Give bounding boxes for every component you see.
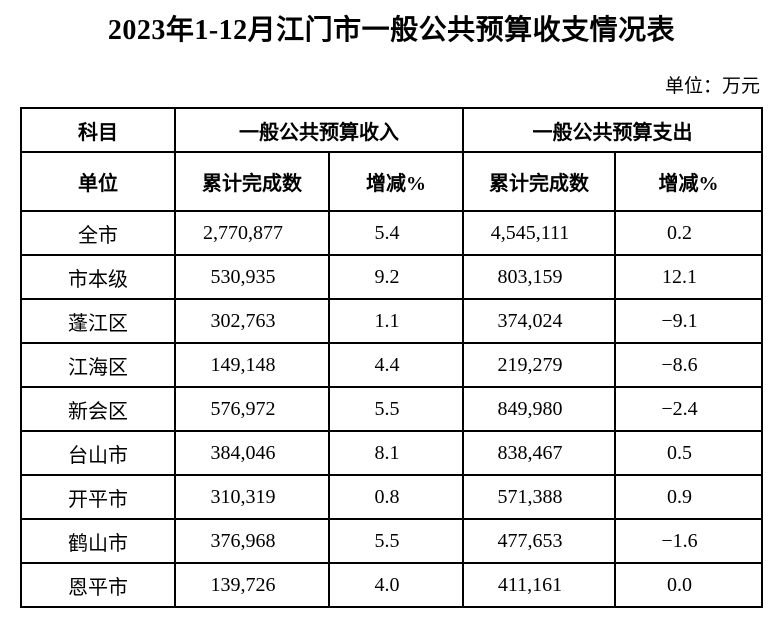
income-change-cell: 8.1 [328,430,464,476]
expense-change-cell: −8.6 [614,342,763,388]
page: 2023年1-12月江门市一般公共预算收支情况表 单位：万元 科目 一般公共预算… [0,14,783,629]
expense-change-cell: 0.9 [614,474,763,520]
income-total-cell: 530,935 [174,254,330,300]
header-income-change: 增减% [328,151,464,212]
header-row-groups: 科目 一般公共预算收入 一般公共预算支出 [20,107,763,153]
table-row: 恩平市 139,726 4.0 411,161 0.0 [20,562,763,608]
header-subject: 科目 [20,107,176,153]
expense-total-cell: 374,024 [462,298,616,344]
page-title: 2023年1-12月江门市一般公共预算收支情况表 [107,15,676,46]
unit-name-cell: 蓬江区 [20,298,176,344]
income-change-cell: 0.8 [328,474,464,520]
expense-total-cell: 571,388 [462,474,616,520]
header-group-income: 一般公共预算收入 [174,107,464,153]
table-row: 开平市 310,319 0.8 571,388 0.9 [20,474,763,520]
expense-total-cell: 477,653 [462,518,616,564]
income-change-cell: 4.4 [328,342,464,388]
table-row: 台山市 384,046 8.1 838,467 0.5 [20,430,763,476]
unit-note: 单位：万元 [664,76,760,97]
table-row: 鹤山市 376,968 5.5 477,653 −1.6 [20,518,763,564]
income-total-cell: 384,046 [174,430,330,476]
unit-name-cell: 台山市 [20,430,176,476]
unit-name-cell: 江海区 [20,342,176,388]
income-total-cell: 576,972 [174,386,330,432]
expense-total-cell: 849,980 [462,386,616,432]
expense-total-cell: 411,161 [462,562,616,608]
income-total-cell: 2,770,877 [174,210,330,256]
expense-change-cell: 12.1 [614,254,763,300]
header-expense-cumulative: 累计完成数 [462,151,616,212]
expense-change-cell: 0.2 [614,210,763,256]
unit-name-cell: 开平市 [20,474,176,520]
income-change-cell: 9.2 [328,254,464,300]
table-row: 新会区 576,972 5.5 849,980 −2.4 [20,386,763,432]
expense-total-cell: 838,467 [462,430,616,476]
unit-name-cell: 全市 [20,210,176,256]
header-unit: 单位 [20,151,176,212]
expense-total-cell: 803,159 [462,254,616,300]
expense-change-cell: 0.0 [614,562,763,608]
income-change-cell: 5.5 [328,518,464,564]
income-total-cell: 302,763 [174,298,330,344]
table-row: 蓬江区 302,763 1.1 374,024 −9.1 [20,298,763,344]
expense-change-cell: −9.1 [614,298,763,344]
income-total-cell: 376,968 [174,518,330,564]
table-row: 全市 2,770,877 5.4 4,545,111 0.2 [20,210,763,256]
unit-name-cell: 恩平市 [20,562,176,608]
table-row: 江海区 149,148 4.4 219,279 −8.6 [20,342,763,388]
income-change-cell: 5.4 [328,210,464,256]
header-expense-change: 增减% [614,151,763,212]
expense-change-cell: −1.6 [614,518,763,564]
income-total-cell: 139,726 [174,562,330,608]
expense-total-cell: 219,279 [462,342,616,388]
header-row-columns: 单位 累计完成数 增减% 累计完成数 增减% [20,151,763,212]
unit-name-cell: 市本级 [20,254,176,300]
income-total-cell: 310,319 [174,474,330,520]
expense-change-cell: 0.5 [614,430,763,476]
expense-change-cell: −2.4 [614,386,763,432]
unit-name-cell: 鹤山市 [20,518,176,564]
income-change-cell: 1.1 [328,298,464,344]
unit-name-cell: 新会区 [20,386,176,432]
income-change-cell: 4.0 [328,562,464,608]
table-row: 市本级 530,935 9.2 803,159 12.1 [20,254,763,300]
income-total-cell: 149,148 [174,342,330,388]
income-change-cell: 5.5 [328,386,464,432]
budget-table: 科目 一般公共预算收入 一般公共预算支出 单位 累计完成数 增减% 累计完成数 … [20,107,763,608]
header-group-expenditure: 一般公共预算支出 [462,107,763,153]
expense-total-cell: 4,545,111 [462,210,616,256]
header-income-cumulative: 累计完成数 [174,151,330,212]
